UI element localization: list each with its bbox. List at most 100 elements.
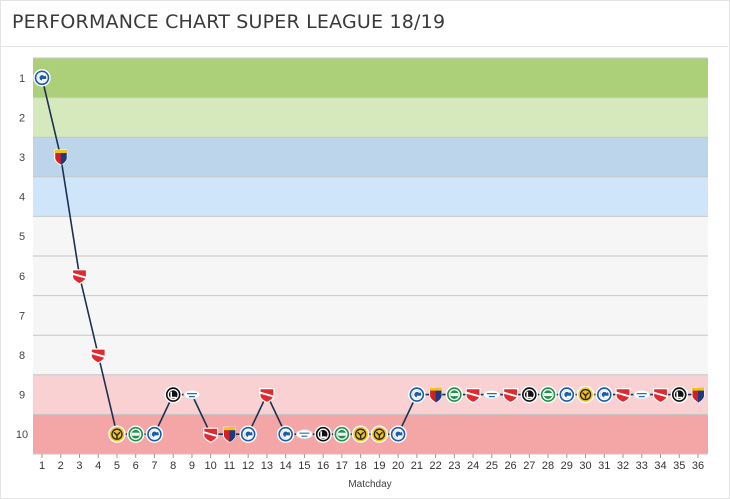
data-point — [576, 385, 595, 404]
x-tick-label: 20 — [392, 460, 404, 472]
data-point — [276, 425, 295, 443]
x-tick-label: 35 — [673, 460, 685, 472]
y-tick-label: 9 — [19, 390, 25, 402]
x-tick-label: 6 — [133, 460, 139, 472]
zurich-badge-icon — [483, 389, 501, 400]
data-point — [539, 385, 557, 404]
data-point — [691, 387, 705, 404]
x-tick-label: 25 — [486, 460, 498, 472]
data-point — [370, 425, 389, 443]
data-point — [203, 427, 219, 443]
x-tick-label: 4 — [95, 460, 101, 472]
x-tick-label: 9 — [189, 460, 195, 472]
sion-badge-icon — [203, 427, 219, 443]
x-tick-label: 10 — [205, 460, 217, 472]
st-gallen-badge-icon — [445, 385, 464, 404]
grasshopper-badge-icon — [239, 425, 257, 443]
zurich-badge-icon — [183, 389, 201, 400]
y-tick-label: 2 — [19, 112, 25, 124]
data-point — [615, 388, 631, 404]
sion-badge-icon — [652, 388, 669, 404]
data-point — [295, 429, 313, 440]
data-point — [652, 388, 669, 404]
x-tick-label: 11 — [224, 460, 235, 472]
x-tick-label: 36 — [692, 460, 704, 472]
x-tick-label: 26 — [504, 460, 516, 472]
grasshopper-badge-icon — [145, 425, 164, 443]
st-gallen-badge-icon — [127, 425, 145, 443]
data-point — [595, 385, 613, 404]
lugano-badge-icon — [164, 385, 182, 404]
basel-badge-icon — [54, 149, 68, 166]
grasshopper-badge-icon — [276, 425, 295, 443]
data-point — [314, 425, 332, 443]
x-tick-label: 18 — [355, 460, 367, 472]
x-tick-label: 13 — [261, 460, 273, 472]
x-tick-label: 15 — [298, 460, 310, 472]
young-boys-badge-icon — [351, 425, 370, 443]
grasshopper-badge-icon — [33, 69, 51, 87]
sion-badge-icon — [259, 388, 275, 404]
x-tick-label: 24 — [467, 460, 479, 472]
x-tick-label: 28 — [542, 460, 554, 472]
x-tick-label: 21 — [411, 460, 423, 472]
x-tick-label: 7 — [151, 460, 157, 472]
data-point — [465, 388, 481, 404]
x-tick-label: 31 — [598, 460, 610, 472]
data-point — [183, 389, 201, 400]
data-point — [145, 425, 164, 443]
sion-badge-icon — [502, 388, 519, 404]
x-tick-label: 30 — [579, 460, 591, 472]
data-point — [127, 425, 145, 443]
data-point — [558, 385, 576, 404]
y-tick-label: 3 — [19, 152, 25, 164]
data-point — [502, 388, 519, 404]
chart-title: PERFORMANCE CHART SUPER LEAGUE 18/19 — [12, 11, 446, 33]
data-point — [90, 348, 106, 364]
sion-badge-icon — [71, 269, 88, 285]
x-tick-label: 19 — [373, 460, 385, 472]
sion-badge-icon — [615, 388, 631, 404]
data-point — [389, 425, 407, 443]
data-point — [445, 385, 464, 404]
title-divider — [0, 46, 728, 47]
data-point — [633, 389, 651, 400]
x-tick-label: 2 — [58, 460, 64, 472]
x-tick-label: 33 — [636, 460, 648, 472]
basel-badge-icon — [691, 387, 705, 404]
basel-badge-icon — [222, 426, 236, 443]
young-boys-badge-icon — [370, 425, 389, 443]
data-point — [351, 425, 370, 443]
data-point — [71, 269, 88, 285]
lugano-badge-icon — [314, 425, 332, 443]
x-tick-label: 8 — [170, 460, 176, 472]
x-tick-label: 14 — [280, 460, 292, 472]
data-point — [54, 149, 68, 166]
y-tick-label: 6 — [19, 271, 25, 283]
data-point — [259, 388, 275, 404]
st-gallen-badge-icon — [333, 425, 351, 443]
basel-badge-icon — [429, 387, 443, 404]
position-band — [33, 97, 708, 138]
y-tick-label: 10 — [16, 429, 28, 441]
y-tick-label: 4 — [19, 192, 25, 204]
zurich-badge-icon — [633, 389, 651, 400]
y-tick-label: 8 — [19, 350, 25, 362]
grasshopper-badge-icon — [595, 385, 613, 404]
y-tick-label: 1 — [19, 73, 25, 85]
x-tick-label: 32 — [617, 460, 629, 472]
data-point — [429, 387, 443, 404]
data-point — [239, 425, 257, 443]
x-tick-label: 34 — [654, 460, 666, 472]
x-tick-label: 23 — [448, 460, 460, 472]
grasshopper-badge-icon — [558, 385, 576, 404]
x-tick-label: 1 — [39, 460, 45, 472]
young-boys-badge-icon — [576, 385, 595, 404]
y-tick-label: 7 — [19, 310, 25, 322]
position-band — [33, 176, 708, 217]
data-point — [520, 385, 539, 404]
x-tick-label: 16 — [317, 460, 329, 472]
sion-badge-icon — [465, 388, 481, 404]
young-boys-badge-icon — [108, 425, 126, 443]
